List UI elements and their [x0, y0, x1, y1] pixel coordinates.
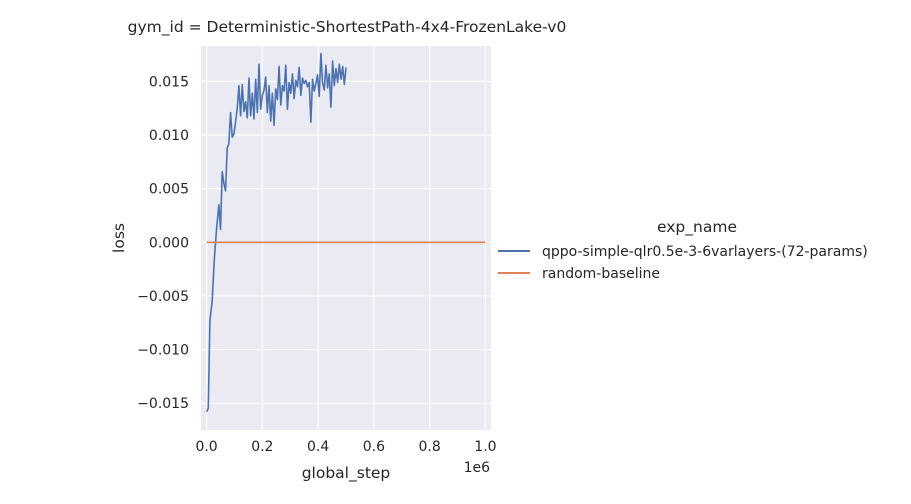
- y-axis: −0.015 −0.010 −0.005 0.000 0.005 0.010 0.015: [137, 74, 189, 412]
- legend-title: exp_name: [657, 218, 737, 237]
- series-line-1: [205, 52, 347, 413]
- x-tick-label: 0.6: [363, 439, 385, 455]
- x-tick-label: 0.2: [251, 439, 273, 455]
- y-tick-label: 0.005: [149, 182, 189, 198]
- x-axis-label: global_step: [302, 464, 391, 483]
- x-tick-label: 0.8: [419, 439, 441, 455]
- y-tick-label: −0.005: [137, 289, 189, 305]
- y-tick-label: 0.010: [149, 128, 189, 144]
- x-tick-label: 0.0: [195, 439, 217, 455]
- x-tick-label: 0.4: [307, 439, 329, 455]
- legend-label-series-2: random-baseline: [542, 266, 660, 282]
- x-axis-offset-label: 1e6: [464, 460, 491, 476]
- y-tick-label: −0.015: [137, 396, 189, 412]
- plot-area: [201, 46, 491, 430]
- legend: exp_name qppo-simple-qlr0.5e-3-6varlayer…: [498, 218, 868, 282]
- y-tick-label: 0.000: [149, 235, 189, 251]
- y-axis-label: loss: [110, 223, 128, 253]
- chart-title: gym_id = Deterministic-ShortestPath-4x4-…: [128, 18, 567, 37]
- y-tick-label: −0.010: [137, 343, 189, 359]
- legend-label-series-1: qppo-simple-qlr0.5e-3-6varlayers-(72-par…: [542, 244, 868, 260]
- x-axis: 0.0 0.2 0.4 0.6 0.8 1.0: [195, 439, 496, 455]
- x-tick-label: 1.0: [474, 439, 496, 455]
- series-layer: [205, 52, 486, 413]
- y-tick-label: 0.015: [149, 74, 189, 90]
